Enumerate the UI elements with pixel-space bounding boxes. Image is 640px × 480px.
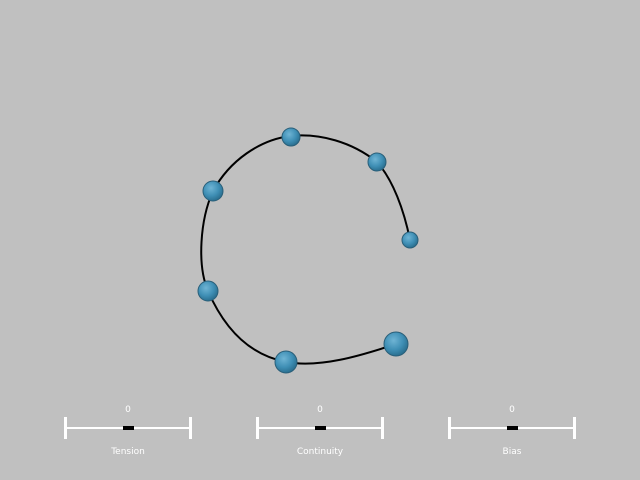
tension-slider[interactable]: 0 Tension	[64, 405, 192, 465]
control-point-2[interactable]	[274, 350, 298, 374]
tension-slider-left-cap	[64, 417, 67, 439]
tension-value: 0	[125, 405, 131, 415]
control-point-4[interactable]	[202, 180, 224, 202]
continuity-slider-thumb[interactable]	[314, 426, 326, 430]
tension-slider-thumb[interactable]	[122, 426, 134, 430]
control-point-6[interactable]	[367, 152, 387, 172]
bias-slider-right-cap	[573, 417, 576, 439]
bias-label: Bias	[502, 447, 522, 457]
bias-slider[interactable]: 0 Bias	[448, 405, 576, 465]
tension-slider-right-cap	[189, 417, 192, 439]
control-point-1[interactable]	[383, 331, 409, 357]
control-point-7[interactable]	[401, 231, 419, 249]
continuity-slider[interactable]: 0 Continuity	[256, 405, 384, 465]
bias-slider-thumb[interactable]	[506, 426, 518, 430]
bias-slider-left-cap	[448, 417, 451, 439]
bias-value: 0	[509, 405, 515, 415]
continuity-slider-left-cap	[256, 417, 259, 439]
continuity-label: Continuity	[296, 447, 344, 457]
continuity-value: 0	[317, 405, 323, 415]
control-point-3[interactable]	[197, 280, 219, 302]
tension-label: Tension	[111, 447, 145, 457]
continuity-slider-right-cap	[381, 417, 384, 439]
control-point-5[interactable]	[281, 127, 301, 147]
